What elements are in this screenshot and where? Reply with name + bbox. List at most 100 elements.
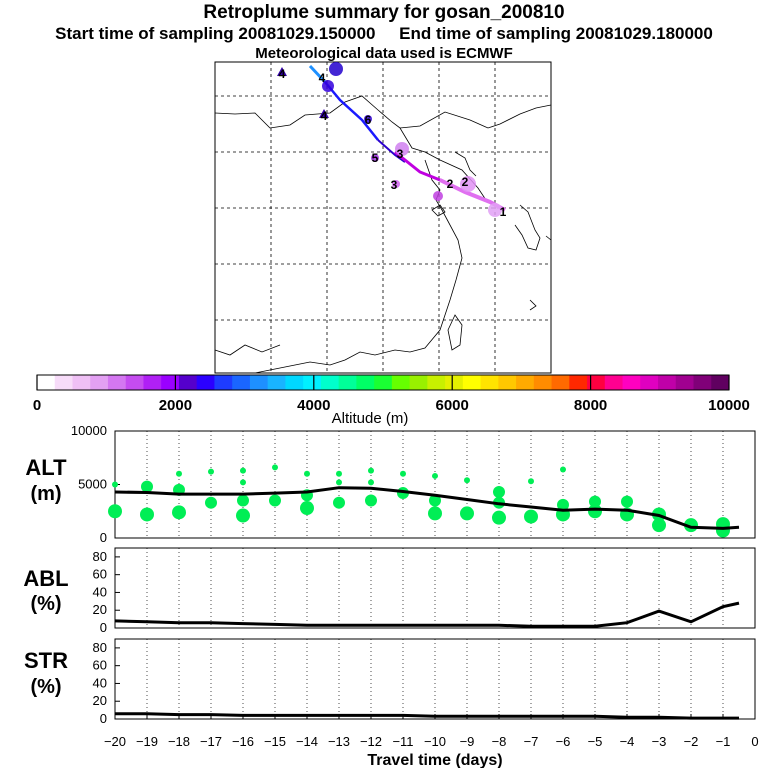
scatter-point: [432, 472, 438, 479]
chart-title: Retroplume summary for gosan_200810: [203, 2, 565, 23]
trajectory-segment: [324, 81, 379, 141]
x-tick-label: −10: [424, 734, 446, 749]
scatter-point: [300, 501, 314, 516]
y-tick-label: 0: [100, 711, 107, 726]
x-tick-label: −7: [524, 734, 539, 749]
colorbar-cell: [249, 375, 269, 390]
colorbar-cell: [604, 375, 624, 390]
x-tick-label: −11: [392, 734, 413, 749]
x-tick-label: −12: [360, 734, 382, 749]
y-tick-label: 80: [93, 549, 107, 564]
trajectory-label: 4: [321, 109, 328, 123]
colorbar-cell: [693, 375, 712, 390]
trajectory-label: 1: [500, 205, 507, 219]
scatter-point: [112, 481, 118, 488]
y-tick-label: 0: [100, 620, 107, 635]
colorbar-cell: [587, 375, 606, 390]
coastlines: [214, 95, 552, 374]
trajectory-label: 2: [462, 175, 469, 189]
x-tick-label: −13: [328, 734, 350, 749]
scatter-point: [108, 504, 122, 519]
colorbar-cell: [143, 375, 162, 390]
colorbar-cell: [551, 375, 570, 390]
y-tick-label: 60: [93, 567, 107, 582]
scatter-point: [236, 508, 250, 523]
panel-ylabel: (m): [30, 483, 61, 505]
colorbar-cell: [516, 375, 535, 390]
x-tick-label: 0: [751, 734, 758, 749]
colorbar-cell: [107, 375, 127, 390]
trajectory-circle: [364, 115, 372, 123]
colorbar-cell: [533, 375, 553, 390]
colorbar-cell: [480, 375, 499, 390]
x-axis-label: Travel time (days): [367, 752, 502, 768]
colorbar-cell: [569, 375, 588, 390]
panel-ylabel: (%): [30, 593, 61, 615]
x-tick-label: −9: [460, 734, 475, 749]
colorbar-cell: [409, 375, 428, 390]
trajectory-segment: [308, 64, 327, 84]
colorbar-ticks: 0 2000 4000 6000 8000 10000: [33, 375, 750, 414]
colorbar-tick-label: 0: [33, 397, 41, 414]
colorbar-cell: [640, 375, 659, 390]
scatter-point: [652, 518, 666, 533]
trajectory-map: 1 2 2 3 3 4 4 4 5 6: [214, 61, 552, 374]
trajectory-circle: [488, 203, 502, 217]
colorbar-tick-label: 10000: [708, 397, 750, 414]
y-tick-label: 20: [93, 602, 107, 617]
scatter-point: [140, 507, 154, 522]
map-gridlines: [215, 62, 551, 373]
scatter-point: [589, 495, 601, 508]
panel-ylabel: ABL: [23, 566, 68, 591]
trajectory-label: 5: [372, 151, 379, 165]
y-tick-label: 40: [93, 584, 107, 599]
colorbar-cell: [196, 375, 215, 390]
colorbar-cell: [178, 375, 198, 390]
colorbar-cell: [462, 375, 482, 390]
colorbar-cell: [427, 375, 446, 390]
panel-alt: 0 5000 10000 ALT (m): [25, 423, 756, 545]
x-tick-label: −14: [296, 734, 318, 749]
trajectory-circle: [322, 80, 334, 92]
x-tick-label: −20: [104, 734, 126, 749]
x-tick-label: −5: [588, 734, 603, 749]
scatter-point: [493, 485, 505, 498]
colorbar-tick-label: 8000: [574, 397, 607, 414]
y-tick-label: 20: [93, 693, 107, 708]
trajectory-label: 6: [365, 113, 372, 127]
trajectory-circle: [329, 62, 343, 76]
scatter-point: [365, 494, 377, 507]
panel-ylabel: (%): [30, 676, 61, 698]
scatter-point: [621, 495, 633, 508]
colorbar-cell: [356, 375, 375, 390]
scatter-point: [240, 479, 246, 486]
colorbar-tick-label: 2000: [159, 397, 192, 414]
scatter-point: [368, 479, 374, 486]
scatter-point: [336, 479, 342, 486]
colorbar-cell: [37, 375, 56, 390]
altitude-colorbar: 0 2000 4000 6000 8000 10000 Altitude (m): [33, 374, 750, 427]
colorbar-tick-label: 4000: [297, 397, 330, 414]
scatter-point: [464, 477, 470, 484]
colorbar-cell: [338, 375, 357, 390]
trajectory-label: 4: [279, 67, 286, 81]
start-time-label: Start time of sampling 20081029.150000: [55, 24, 376, 43]
y-tick-label: 40: [93, 675, 107, 690]
x-tick-label: −17: [200, 734, 222, 749]
colorbar-cell: [391, 375, 411, 390]
colorbar-cell: [622, 375, 641, 390]
trajectory-segment: [377, 139, 406, 163]
scatter-point: [524, 509, 538, 524]
trajectory-circle: [433, 191, 443, 201]
trajectory-circle: [371, 154, 379, 162]
scatter-point: [557, 498, 569, 511]
scatter-point: [304, 470, 310, 477]
trajectory-label: 3: [397, 147, 404, 161]
y-tick-label: 60: [93, 658, 107, 673]
x-tick-label: −8: [492, 734, 507, 749]
y-tick-label: 10000: [71, 423, 107, 438]
panel-abl: 0 20 40 60 80 ABL(%): [23, 547, 756, 635]
scatter-point: [588, 504, 602, 519]
